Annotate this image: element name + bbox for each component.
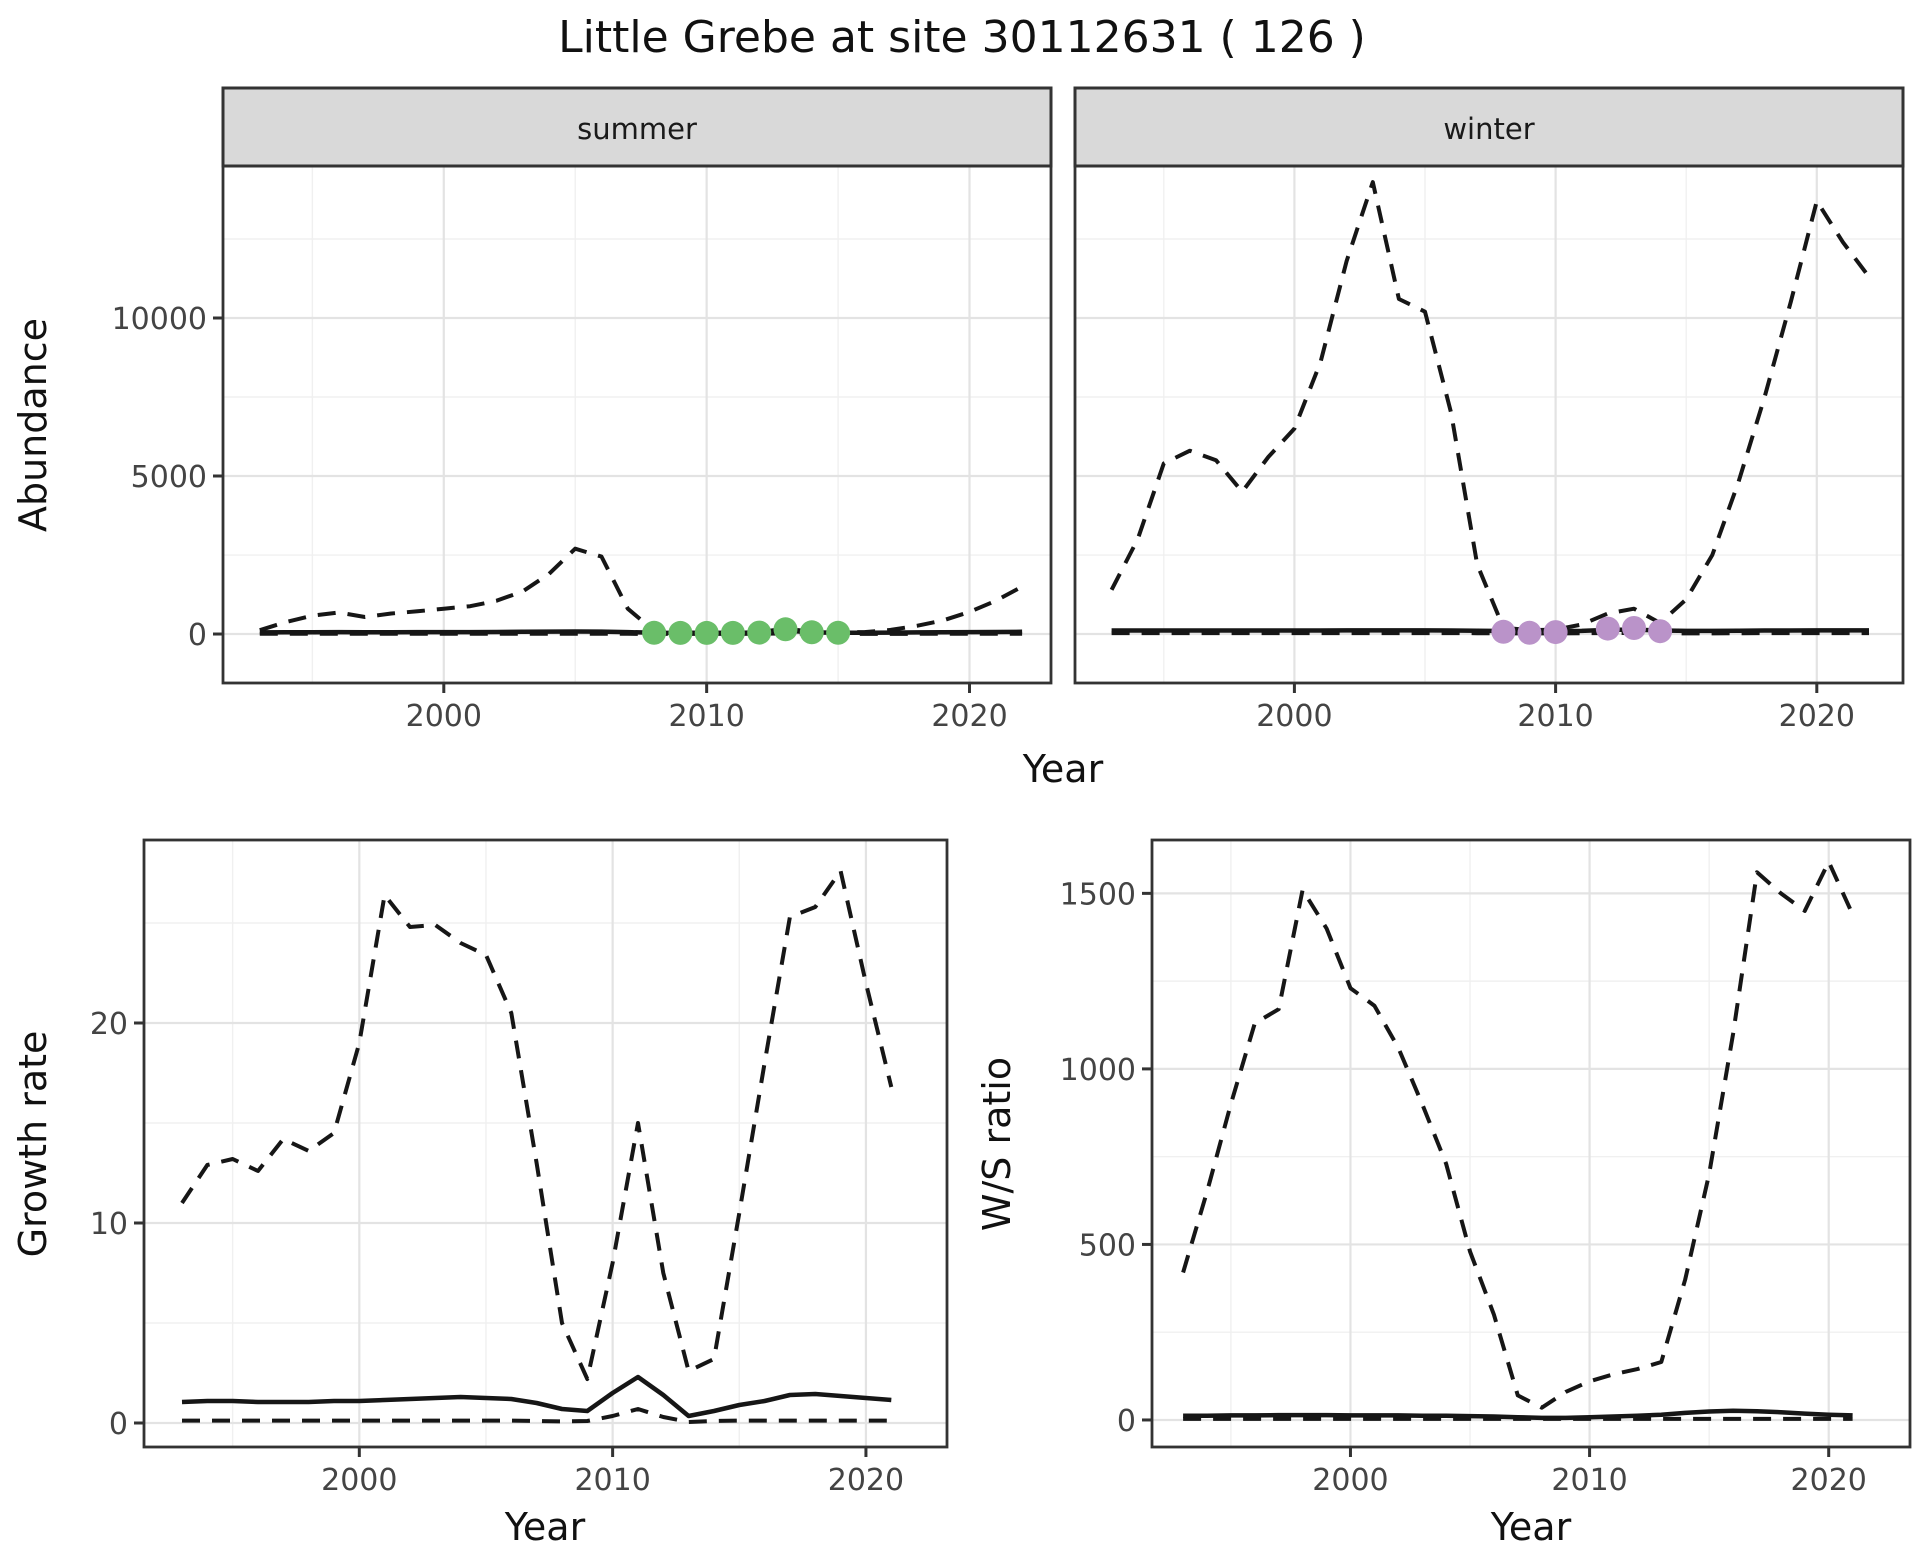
panel-abundance-summer: 2000 2010 2020 0 5000 10000 — [112, 164, 1053, 734]
x-tick-label: 2020 — [931, 699, 1007, 734]
panel-border — [1073, 164, 1905, 685]
x-tick-label: 2020 — [1791, 1463, 1867, 1498]
observed-counts-point — [747, 620, 772, 645]
y-tick-label: 5000 — [131, 460, 207, 495]
series-lower-ci — [1111, 630, 1869, 636]
y-tick-label: 0 — [1117, 1404, 1136, 1439]
facet-strip-summer — [221, 86, 1053, 168]
series-upper-ci — [1109, 180, 1871, 633]
series-mean — [1111, 627, 1869, 634]
x-tick-label: 2010 — [1517, 699, 1593, 734]
y-tick-label: 500 — [1079, 1228, 1136, 1263]
x-tick-label: 2000 — [1312, 1463, 1388, 1498]
series-mean — [181, 1374, 892, 1419]
x-tick-label: 2010 — [668, 699, 744, 734]
x-axis-title-year-top: Year — [1022, 747, 1104, 791]
observed-counts-point — [1648, 619, 1673, 644]
x-tick-label: 2000 — [321, 1463, 397, 1498]
observed-counts-point — [1517, 620, 1542, 645]
observed-counts-point — [1543, 620, 1568, 645]
series-upper-ci — [180, 869, 894, 1381]
observed-counts-point — [773, 617, 798, 642]
y-axis-title-abundance: Abundance — [11, 318, 55, 532]
y-axis-title-growth-rate: Growth rate — [11, 1031, 55, 1258]
x-tick-label: 2020 — [1779, 699, 1855, 734]
series-upper-ci — [259, 546, 1024, 635]
x-tick-label: 2000 — [1256, 699, 1332, 734]
panel-border — [142, 838, 949, 1449]
observed-counts-point — [642, 620, 667, 645]
x-tick-label: 2010 — [574, 1463, 650, 1498]
chart-title: Little Grebe at site 30112631 ( 126 ) — [558, 12, 1366, 63]
y-tick-label: 10000 — [112, 302, 207, 337]
series-lower-ci — [182, 1407, 892, 1424]
observed-counts-point — [694, 620, 719, 645]
observed-counts-point — [1622, 616, 1646, 640]
observed-counts-point — [1491, 619, 1516, 644]
facet-strip-winter — [1073, 86, 1905, 168]
x-axis-title-year-bottom-left: Year — [504, 1505, 586, 1549]
observed-counts-point — [720, 620, 745, 645]
x-tick-label: 2010 — [1551, 1463, 1627, 1498]
y-axis-title-ws-ratio: W/S ratio — [975, 1057, 1019, 1231]
panel-abundance-winter: 2000 2010 2020 — [1073, 164, 1905, 734]
panel-ws-ratio: 2000 2010 2020 0 500 1000 1500 — [1060, 838, 1912, 1498]
observed-counts-point — [799, 620, 824, 645]
observed-counts-point — [668, 620, 693, 645]
observed-counts-point — [826, 620, 851, 645]
y-tick-label: 10 — [90, 1207, 128, 1242]
series-mean — [1183, 1408, 1853, 1421]
series-upper-ci — [1181, 859, 1855, 1410]
facet-strip-winter-label: winter — [1443, 112, 1534, 146]
y-tick-label: 0 — [188, 618, 207, 653]
panel-border — [221, 164, 1053, 685]
panel-border — [1150, 838, 1912, 1449]
y-tick-label: 1500 — [1060, 877, 1136, 912]
panel-growth-rate: 2000 2010 2020 0 10 20 — [90, 838, 949, 1498]
observed-counts-point — [1595, 616, 1620, 641]
facet-strip-summer-label: summer — [577, 112, 697, 146]
x-axis-title-year-bottom-right: Year — [1490, 1505, 1572, 1549]
x-tick-label: 2000 — [406, 699, 482, 734]
y-tick-label: 20 — [90, 1007, 128, 1042]
y-tick-label: 0 — [109, 1407, 128, 1442]
x-tick-label: 2020 — [828, 1463, 904, 1498]
y-tick-label: 1000 — [1060, 1053, 1136, 1088]
